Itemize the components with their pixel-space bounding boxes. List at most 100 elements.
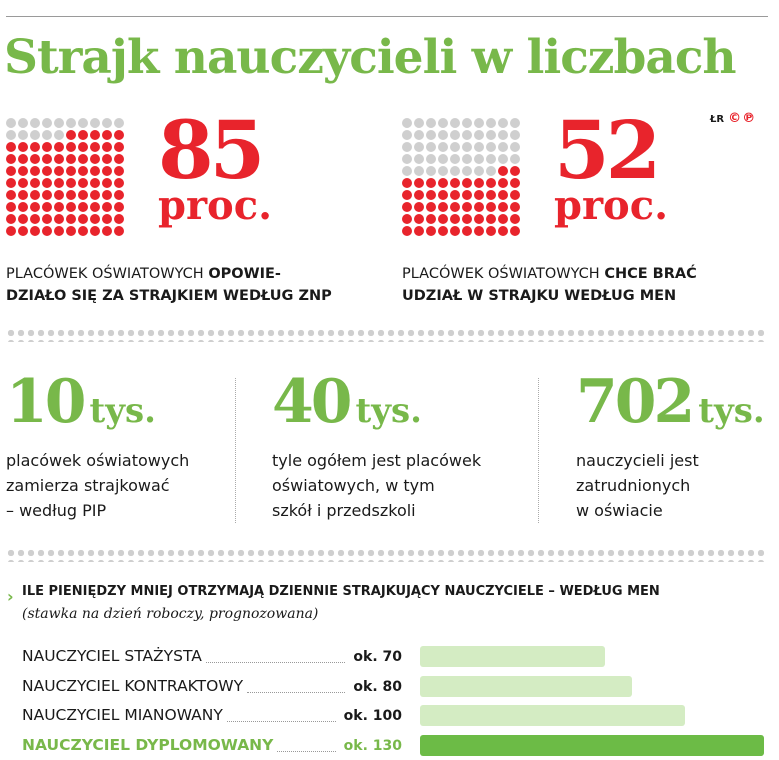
waffle-dot-filled xyxy=(102,214,112,224)
waffle-dot-filled xyxy=(114,154,124,164)
waffle-dot-empty xyxy=(486,142,496,152)
copyright-mark: ©℗ xyxy=(728,111,757,126)
waffle-dot-empty xyxy=(90,118,100,128)
waffle-dot-filled xyxy=(6,226,16,236)
waffle-dot-empty xyxy=(66,118,76,128)
waffle-dot-filled xyxy=(18,154,28,164)
stat-unit: tys. xyxy=(355,391,422,431)
waffle-dot-filled xyxy=(90,166,100,176)
waffle-dot-empty xyxy=(6,118,16,128)
waffle-dot-filled xyxy=(6,154,16,164)
waffle-dot-filled xyxy=(42,166,52,176)
stat-line: zatrudnionych xyxy=(576,476,691,495)
waffle-dot-filled xyxy=(438,202,448,212)
waffle-dot-filled xyxy=(426,202,436,212)
waffle-dot-empty xyxy=(486,154,496,164)
waffle-dot-filled xyxy=(6,214,16,224)
waffle-dot-filled xyxy=(102,130,112,140)
waffle-dot-empty xyxy=(402,118,412,128)
waffle-dot-empty xyxy=(474,154,484,164)
waffle-dot-filled xyxy=(90,214,100,224)
waffle-dot-filled xyxy=(66,166,76,176)
dotted-separator xyxy=(6,548,768,562)
waffle-dot-filled xyxy=(114,202,124,212)
waffle-dot-filled xyxy=(30,214,40,224)
waffle-dot-empty xyxy=(54,130,64,140)
waffle-dot-empty xyxy=(102,118,112,128)
bar-category-label: NAUCZYCIEL DYPLOMOWANY xyxy=(22,736,274,754)
waffle-dot-empty xyxy=(450,142,460,152)
waffle-dot-filled xyxy=(498,214,508,224)
waffle-dot-filled xyxy=(486,190,496,200)
waffle-dot-filled xyxy=(414,214,424,224)
stat-unit: tys. xyxy=(89,391,156,431)
waffle-dot-empty xyxy=(498,142,508,152)
waffle-dot-empty xyxy=(474,118,484,128)
waffle-dot-filled xyxy=(90,202,100,212)
waffle-dot-filled xyxy=(54,214,64,224)
stat-line: – według PIP xyxy=(6,501,107,520)
waffle-dot-filled xyxy=(450,226,460,236)
caption-bold: UDZIAŁ W STRAJKU WEDŁUG MEN xyxy=(402,288,677,304)
stat-line: zamierza strajkować xyxy=(6,476,170,495)
waffle-dot-empty xyxy=(486,118,496,128)
bar xyxy=(420,676,632,697)
waffle-dot-filled xyxy=(438,178,448,188)
waffle-dot-filled xyxy=(474,214,484,224)
waffle-dot-filled xyxy=(510,190,520,200)
waffle-dot-filled xyxy=(414,178,424,188)
waffle-dot-empty xyxy=(462,118,472,128)
waffle-dot-filled xyxy=(78,190,88,200)
waffle-dot-filled xyxy=(426,226,436,236)
waffle-dot-filled xyxy=(66,178,76,188)
stat-unit: tys. xyxy=(698,391,765,431)
waffle-dot-filled xyxy=(90,142,100,152)
waffle-dot-filled xyxy=(30,226,40,236)
waffle-dot-filled xyxy=(102,154,112,164)
waffle-dot-filled xyxy=(426,178,436,188)
caption-text: PLACÓWEK OŚWIATOWYCH xyxy=(402,266,605,282)
waffle-dot-filled xyxy=(42,202,52,212)
waffle-dot-filled xyxy=(78,226,88,236)
percent-unit: proc. xyxy=(158,182,273,229)
caption-bold: CHCE BRAĆ xyxy=(604,266,697,282)
waffle-dot-filled xyxy=(462,190,472,200)
percent-number: 52 xyxy=(554,103,661,197)
waffle-dot-filled xyxy=(6,202,16,212)
credit: ŁR ©℗ xyxy=(710,111,756,126)
waffle-dot-filled xyxy=(18,142,28,152)
stat-placowki-ogolem: 40 tys. tyle ogółem jest placówek oświato… xyxy=(272,372,481,523)
bar xyxy=(420,705,685,726)
waffle-dot-filled xyxy=(510,202,520,212)
waffle-dot-filled xyxy=(114,178,124,188)
waffle-dot-empty xyxy=(450,154,460,164)
waffle-dot-filled xyxy=(30,190,40,200)
waffle-dot-filled xyxy=(78,154,88,164)
waffle-dot-filled xyxy=(426,190,436,200)
caption-text: PLACÓWEK OŚWIATOWYCH xyxy=(6,266,209,282)
waffle-dot-filled xyxy=(54,178,64,188)
waffle-dot-filled xyxy=(486,202,496,212)
waffle-dot-empty xyxy=(414,166,424,176)
vertical-separator xyxy=(235,378,236,523)
waffle-dot-filled xyxy=(450,202,460,212)
waffle-dot-filled xyxy=(54,226,64,236)
waffle-dot-filled xyxy=(114,214,124,224)
stat-line: szkół i przedszkoli xyxy=(272,501,416,520)
waffle-dot-filled xyxy=(90,190,100,200)
waffle-dot-filled xyxy=(6,190,16,200)
bar-category-label: NAUCZYCIEL STAŻYSTA xyxy=(22,647,202,665)
waffle-dot-filled xyxy=(474,202,484,212)
waffle-dot-filled xyxy=(42,226,52,236)
waffle-chart-men xyxy=(402,118,522,238)
stat-line: w oświacie xyxy=(576,501,663,520)
waffle-dot-filled xyxy=(66,202,76,212)
bar-value-label: ok. 80 xyxy=(353,679,402,695)
chart-subtitle: (stawka na dzień roboczy, prognozowana) xyxy=(22,606,319,622)
waffle-dot-filled xyxy=(18,214,28,224)
bar-value-label: ok. 100 xyxy=(343,708,402,724)
waffle-dot-empty xyxy=(42,118,52,128)
waffle-dot-filled xyxy=(66,142,76,152)
waffle-dot-empty xyxy=(414,130,424,140)
waffle-dot-filled xyxy=(414,190,424,200)
